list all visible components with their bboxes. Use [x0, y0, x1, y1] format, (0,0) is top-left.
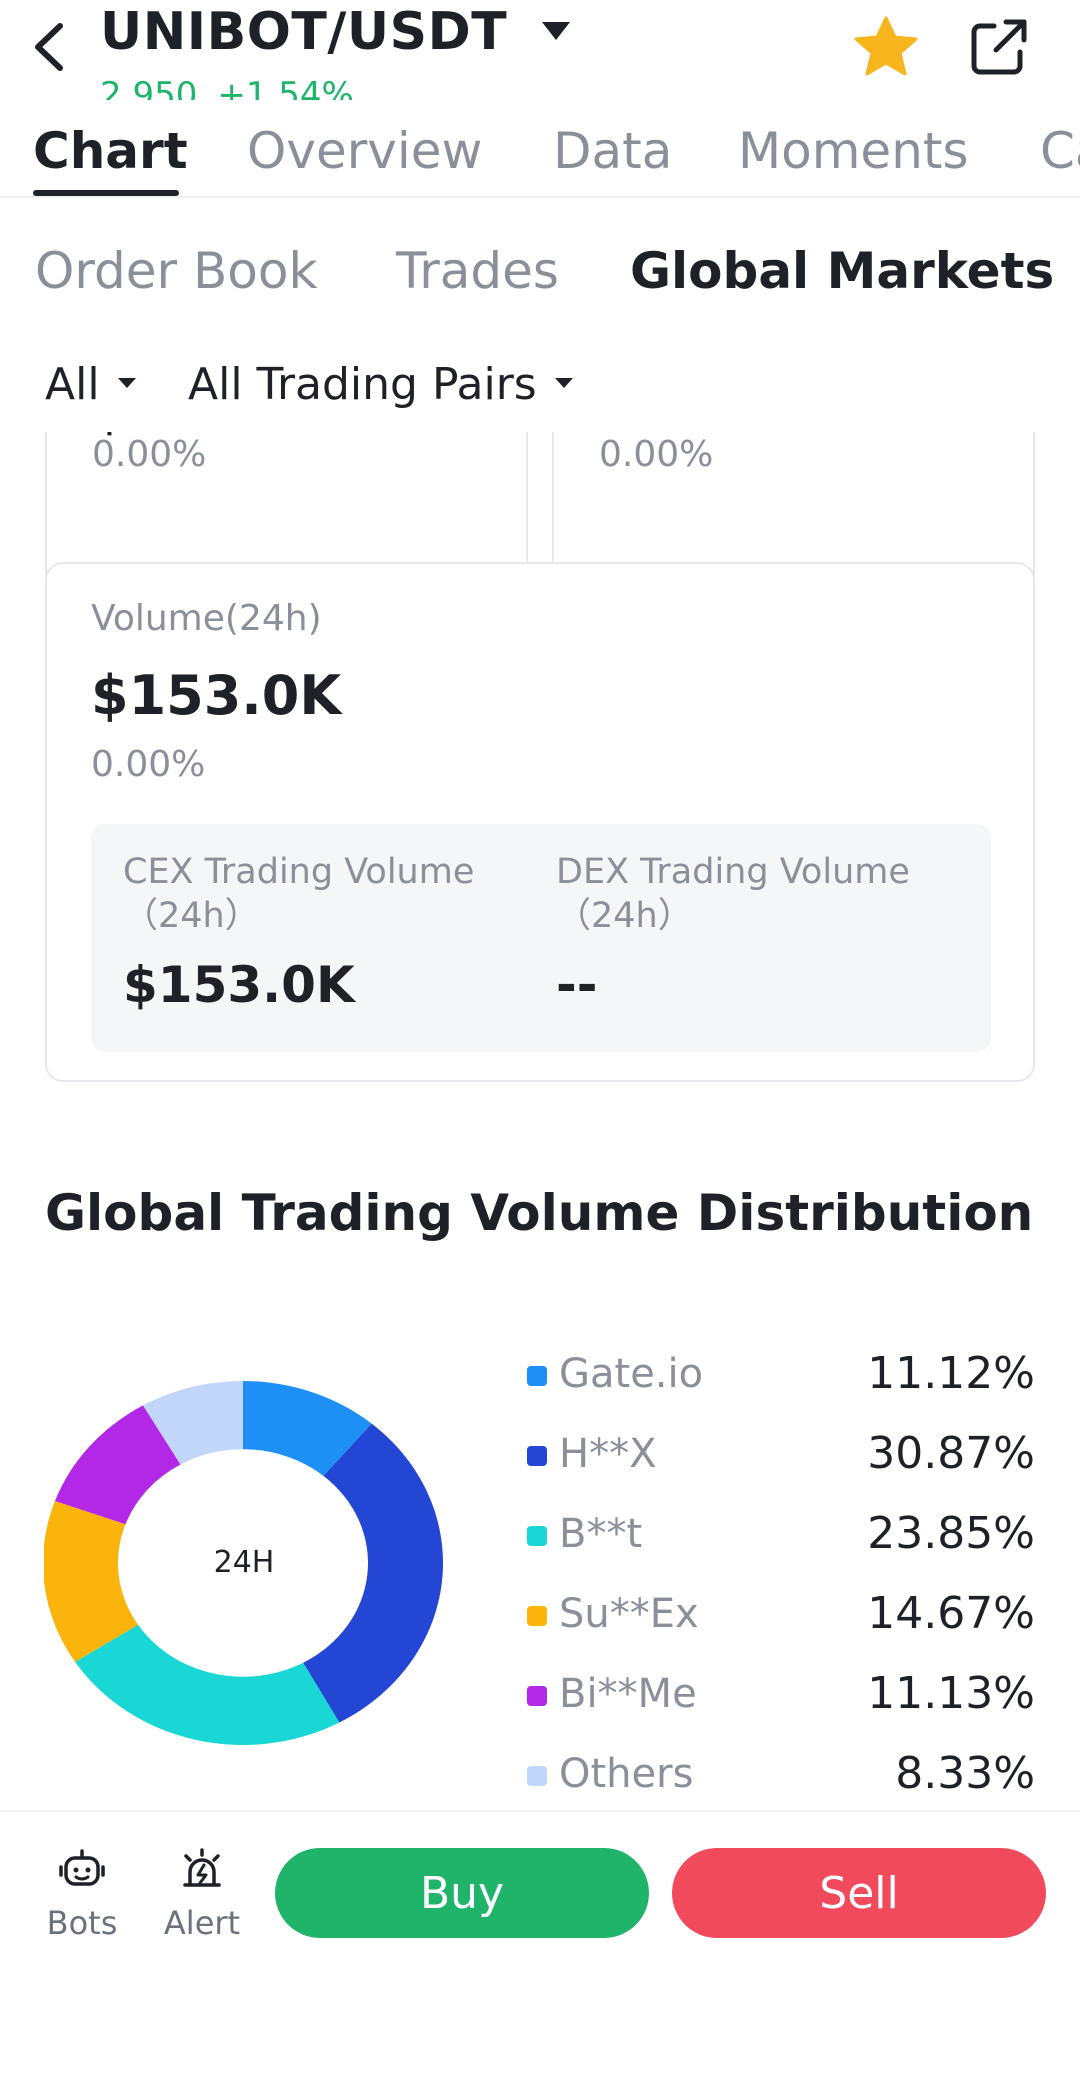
- volume-card: Volume(24h) $153.0K 0.00% CEX Trading Vo…: [45, 562, 1035, 1082]
- donut-slice-bt: [75, 1624, 340, 1745]
- share-icon[interactable]: [966, 14, 1032, 78]
- legend-swatch: [527, 1606, 547, 1626]
- price-value: 2.950: [100, 75, 198, 100]
- back-arrow-icon[interactable]: [24, 14, 76, 76]
- legend-item: Others 8.33%: [525, 1744, 1035, 1804]
- dex-volume-label: DEX Trading Volume （24h）: [556, 852, 910, 936]
- volume-label: Volume(24h): [91, 598, 322, 639]
- legend-percent: 11.12%: [867, 1348, 1035, 1399]
- tab-moments[interactable]: Moments: [738, 122, 969, 180]
- dropdown-triangle-icon: [117, 378, 136, 388]
- donut-slice-hx: [303, 1423, 444, 1723]
- legend-swatch: [527, 1366, 547, 1386]
- legend-percent: 23.85%: [867, 1508, 1035, 1559]
- global-markets-content[interactable]: $2.75M 0.00% 3.17% 0.00% Volume(24h) $15…: [0, 432, 1080, 1810]
- price-change: +1.54%: [217, 75, 354, 100]
- legend-percent: 11.13%: [867, 1668, 1035, 1719]
- subtab-global-markets[interactable]: Global Markets: [630, 242, 1055, 300]
- dropdown-triangle-icon: [554, 378, 573, 388]
- alert-button[interactable]: Alert: [152, 1848, 252, 1942]
- bot-icon: [59, 1849, 105, 1886]
- subtab-order-book[interactable]: Order Book: [35, 242, 318, 300]
- pairs-filter-label: All Trading Pairs: [188, 359, 537, 410]
- cex-volume-label: CEX Trading Volume （24h）: [123, 852, 475, 936]
- tab-overview[interactable]: Overview: [247, 122, 483, 180]
- donut-slice-bime: [54, 1405, 181, 1525]
- legend-label: B**t: [559, 1511, 643, 1557]
- cex-volume-value: $153.0K: [123, 956, 355, 1014]
- tab-ca[interactable]: Ca: [1040, 122, 1080, 180]
- stat-card-left-value: $2.75M: [92, 432, 300, 440]
- active-tab-indicator: [33, 190, 179, 196]
- caret-down-icon[interactable]: [540, 20, 572, 44]
- stat-card-right-value: 3.17%: [599, 432, 772, 440]
- legend-swatch: [527, 1686, 547, 1706]
- legend-label: Others: [559, 1751, 694, 1797]
- bots-button[interactable]: Bots: [32, 1848, 132, 1942]
- donut-slice-suex: [43, 1500, 139, 1662]
- donut-slice-others: [143, 1381, 243, 1465]
- donut-center-label: 24H: [213, 1545, 275, 1580]
- legend-percent: 8.33%: [895, 1748, 1035, 1799]
- alert-label: Alert: [163, 1904, 241, 1942]
- volume-value: $153.0K: [91, 664, 342, 727]
- type-filter-dropdown[interactable]: All: [45, 355, 136, 415]
- legend-swatch: [527, 1526, 547, 1546]
- star-icon[interactable]: [852, 14, 920, 78]
- subtab-trades[interactable]: Trades: [396, 242, 559, 300]
- buy-button[interactable]: Buy: [275, 1848, 649, 1938]
- tab-data[interactable]: Data: [553, 122, 673, 180]
- bottom-action-bar: Bots Alert Buy Sell: [0, 1810, 1080, 2090]
- legend-swatch: [527, 1766, 547, 1786]
- legend-item: Su**Ex 14.67%: [525, 1584, 1035, 1644]
- price-ticker: 2.950 +1.54%: [100, 70, 374, 100]
- main-tab-bar: Chart Overview Data Moments Ca: [0, 118, 1080, 198]
- pairs-filter-dropdown[interactable]: All Trading Pairs: [188, 355, 573, 415]
- distribution-title: Global Trading Volume Distribution: [45, 1184, 1034, 1242]
- alert-icon: [183, 1848, 221, 1887]
- stat-card-right-change: 0.00%: [599, 434, 714, 475]
- volume-donut-chart: 24H: [43, 1380, 444, 1745]
- donut-slice-gateio: [243, 1381, 372, 1476]
- legend-item: Bi**Me 11.13%: [525, 1664, 1035, 1724]
- legend-label: Su**Ex: [559, 1591, 699, 1637]
- volume-breakdown-panel: CEX Trading Volume （24h） $153.0K DEX Tra…: [91, 824, 991, 1052]
- legend-swatch: [527, 1446, 547, 1466]
- legend-item: B**t 23.85%: [525, 1504, 1035, 1564]
- stat-card-left-change: 0.00%: [92, 434, 207, 475]
- legend-label: H**X: [559, 1431, 657, 1477]
- pair-title[interactable]: UNIBOT/USDT: [100, 2, 508, 62]
- legend-item: Gate.io 11.12%: [525, 1344, 1035, 1404]
- sell-button[interactable]: Sell: [672, 1848, 1046, 1938]
- bots-label: Bots: [46, 1904, 118, 1942]
- legend-percent: 14.67%: [867, 1588, 1035, 1639]
- legend-label: Bi**Me: [559, 1671, 697, 1717]
- donut-svg: [43, 1381, 444, 1745]
- dex-volume-value: --: [556, 956, 598, 1014]
- legend-item: H**X 30.87%: [525, 1424, 1035, 1484]
- legend-label: Gate.io: [559, 1351, 704, 1397]
- legend-percent: 30.87%: [867, 1428, 1035, 1479]
- volume-change: 0.00%: [91, 744, 206, 785]
- tab-chart[interactable]: Chart: [33, 122, 188, 180]
- type-filter-label: All: [45, 359, 100, 410]
